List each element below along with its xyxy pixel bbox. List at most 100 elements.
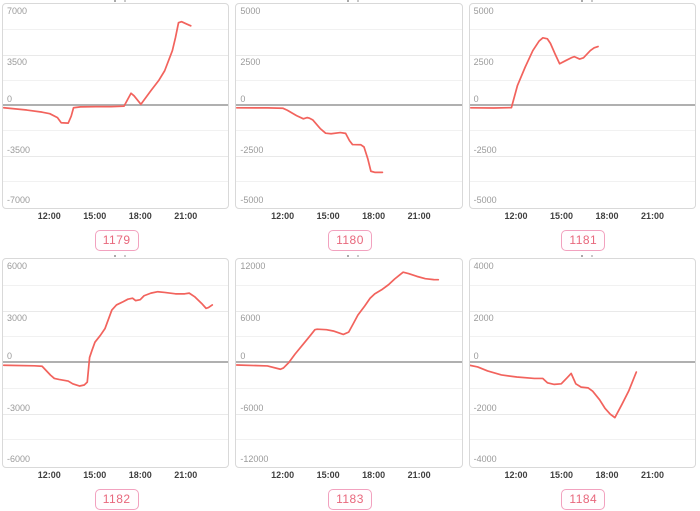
gridline	[3, 29, 229, 31]
y-axis-label: -12000	[240, 454, 269, 464]
x-axis-label: 21:00	[407, 470, 431, 480]
gridline	[469, 387, 695, 389]
series-line	[3, 290, 214, 387]
gridline	[236, 439, 462, 441]
y-axis-label: -2000	[473, 402, 497, 413]
x-axis-label: 15:00	[549, 211, 573, 221]
series-line	[469, 364, 637, 419]
title-speck	[580, 0, 583, 2]
chart-panel: 5000 2500 0 -2500 -5000	[468, 3, 696, 209]
x-axis-labels: 12:00 15:00 18:00 21:00	[2, 209, 229, 223]
series-svg	[3, 290, 214, 387]
series-svg	[236, 271, 440, 371]
y-axis-label: 2000	[473, 312, 494, 323]
badge-row: 1180	[233, 230, 466, 251]
x-axis-labels: 12:00 15:00 18:00 21:00	[469, 209, 696, 223]
gridline	[236, 310, 462, 312]
chart-id-badge[interactable]: 1182	[94, 489, 139, 510]
y-axis-label: -4000	[473, 454, 497, 464]
gridline	[3, 79, 229, 81]
x-axis-labels: 12:00 15:00 18:00 21:00	[2, 468, 229, 482]
y-axis-label: -2500	[473, 144, 497, 155]
y-axis-label: 3500	[7, 56, 28, 67]
gridline	[3, 439, 229, 441]
y-axis-label: 0	[240, 94, 246, 104]
y-axis-label: 2500	[240, 56, 261, 67]
x-axis-label: 21:00	[174, 211, 198, 221]
chart-cell-1184: 4000 2000 0 -2000 -4000 12:00 15:00 18:00 21:00…	[467, 255, 700, 511]
badge-row: 1184	[467, 489, 700, 510]
y-axis-label: 7000	[7, 6, 28, 16]
x-axis-label: 15:00	[83, 470, 107, 480]
x-axis-label: 15:00	[316, 211, 340, 221]
y-axis-label: 6000	[240, 312, 261, 323]
clipped-title-fragment	[233, 255, 466, 258]
gridline	[236, 180, 462, 182]
x-axis-label: 15:00	[316, 470, 340, 480]
chart-panel: 12000 6000 0 -6000 -12000	[235, 258, 463, 468]
gridline	[469, 180, 695, 182]
x-axis-label: 18:00	[362, 211, 386, 221]
y-axis-label: 5000	[473, 6, 494, 16]
x-axis-label: 18:00	[595, 211, 619, 221]
chart-id-badge[interactable]: 1179	[94, 230, 139, 251]
gridline	[3, 130, 229, 132]
chart-id-badge[interactable]: 1180	[328, 230, 372, 251]
gridline	[236, 284, 462, 286]
y-axis-label: 3000	[7, 312, 28, 323]
gridline	[469, 336, 695, 338]
x-axis-label: 18:00	[595, 470, 619, 480]
gridline	[3, 180, 229, 182]
chart-cell-1183: 12000 6000 0 -6000 -12000 12:00 15:00 18:00 21:…	[233, 255, 466, 511]
badge-row: 1181	[467, 230, 700, 251]
x-axis-label: 12:00	[37, 211, 61, 221]
gridline	[236, 336, 462, 338]
y-axis-label: 0	[7, 94, 13, 104]
zero-axis-line	[469, 361, 695, 363]
title-speck	[580, 255, 583, 257]
gridline	[469, 310, 695, 312]
y-axis-label: -7000	[7, 195, 31, 205]
x-axis-label: 21:00	[640, 211, 664, 221]
badge-row: 1182	[0, 489, 233, 510]
series-svg	[469, 36, 599, 109]
x-axis-label: 18:00	[362, 470, 386, 480]
x-axis-labels: 12:00 15:00 18:00 21:00	[235, 209, 462, 223]
gridline	[236, 54, 462, 56]
zero-axis-line	[236, 361, 462, 363]
gridline	[469, 439, 695, 441]
chart-panel: 7000 3500 0 -3500 -7000	[2, 3, 230, 209]
charts-row-top: 7000 3500 0 -3500 -7000 12:00 15:00 18:00 21:00…	[0, 0, 700, 255]
y-axis-label: 5000	[240, 6, 261, 16]
gridline	[3, 284, 229, 286]
chart-id-badge[interactable]: 1181	[561, 230, 606, 251]
clipped-title-fragment	[467, 0, 700, 3]
x-axis-label: 12:00	[504, 470, 528, 480]
gridline	[3, 413, 229, 415]
series-svg	[3, 20, 192, 125]
series-svg	[469, 364, 637, 419]
gridline	[3, 310, 229, 312]
gridline	[469, 284, 695, 286]
y-axis-label: 4000	[473, 261, 494, 271]
title-speck	[114, 255, 116, 257]
x-axis-label: 18:00	[128, 470, 152, 480]
y-axis-label: 6000	[7, 261, 28, 271]
y-axis-label: -3500	[7, 144, 31, 155]
y-axis-label: -5000	[473, 195, 497, 205]
gridline	[236, 155, 462, 157]
badge-row: 1179	[0, 230, 233, 251]
chart-cell-1180: 5000 2500 0 -2500 -5000 12:00 15:00 18:00 21:00…	[233, 0, 466, 255]
gridline	[469, 29, 695, 31]
clipped-title-fragment	[0, 255, 233, 258]
chart-id-badge[interactable]: 1184	[561, 489, 606, 510]
y-axis-label: -6000	[7, 454, 31, 464]
x-axis-label: 12:00	[37, 470, 61, 480]
zero-axis-line	[3, 361, 229, 363]
gridline	[469, 79, 695, 81]
x-axis-label: 12:00	[271, 470, 295, 480]
x-axis-label: 15:00	[83, 211, 107, 221]
chart-id-badge[interactable]: 1183	[328, 489, 372, 510]
zero-axis-line	[236, 104, 462, 106]
x-axis-label: 18:00	[128, 211, 152, 221]
